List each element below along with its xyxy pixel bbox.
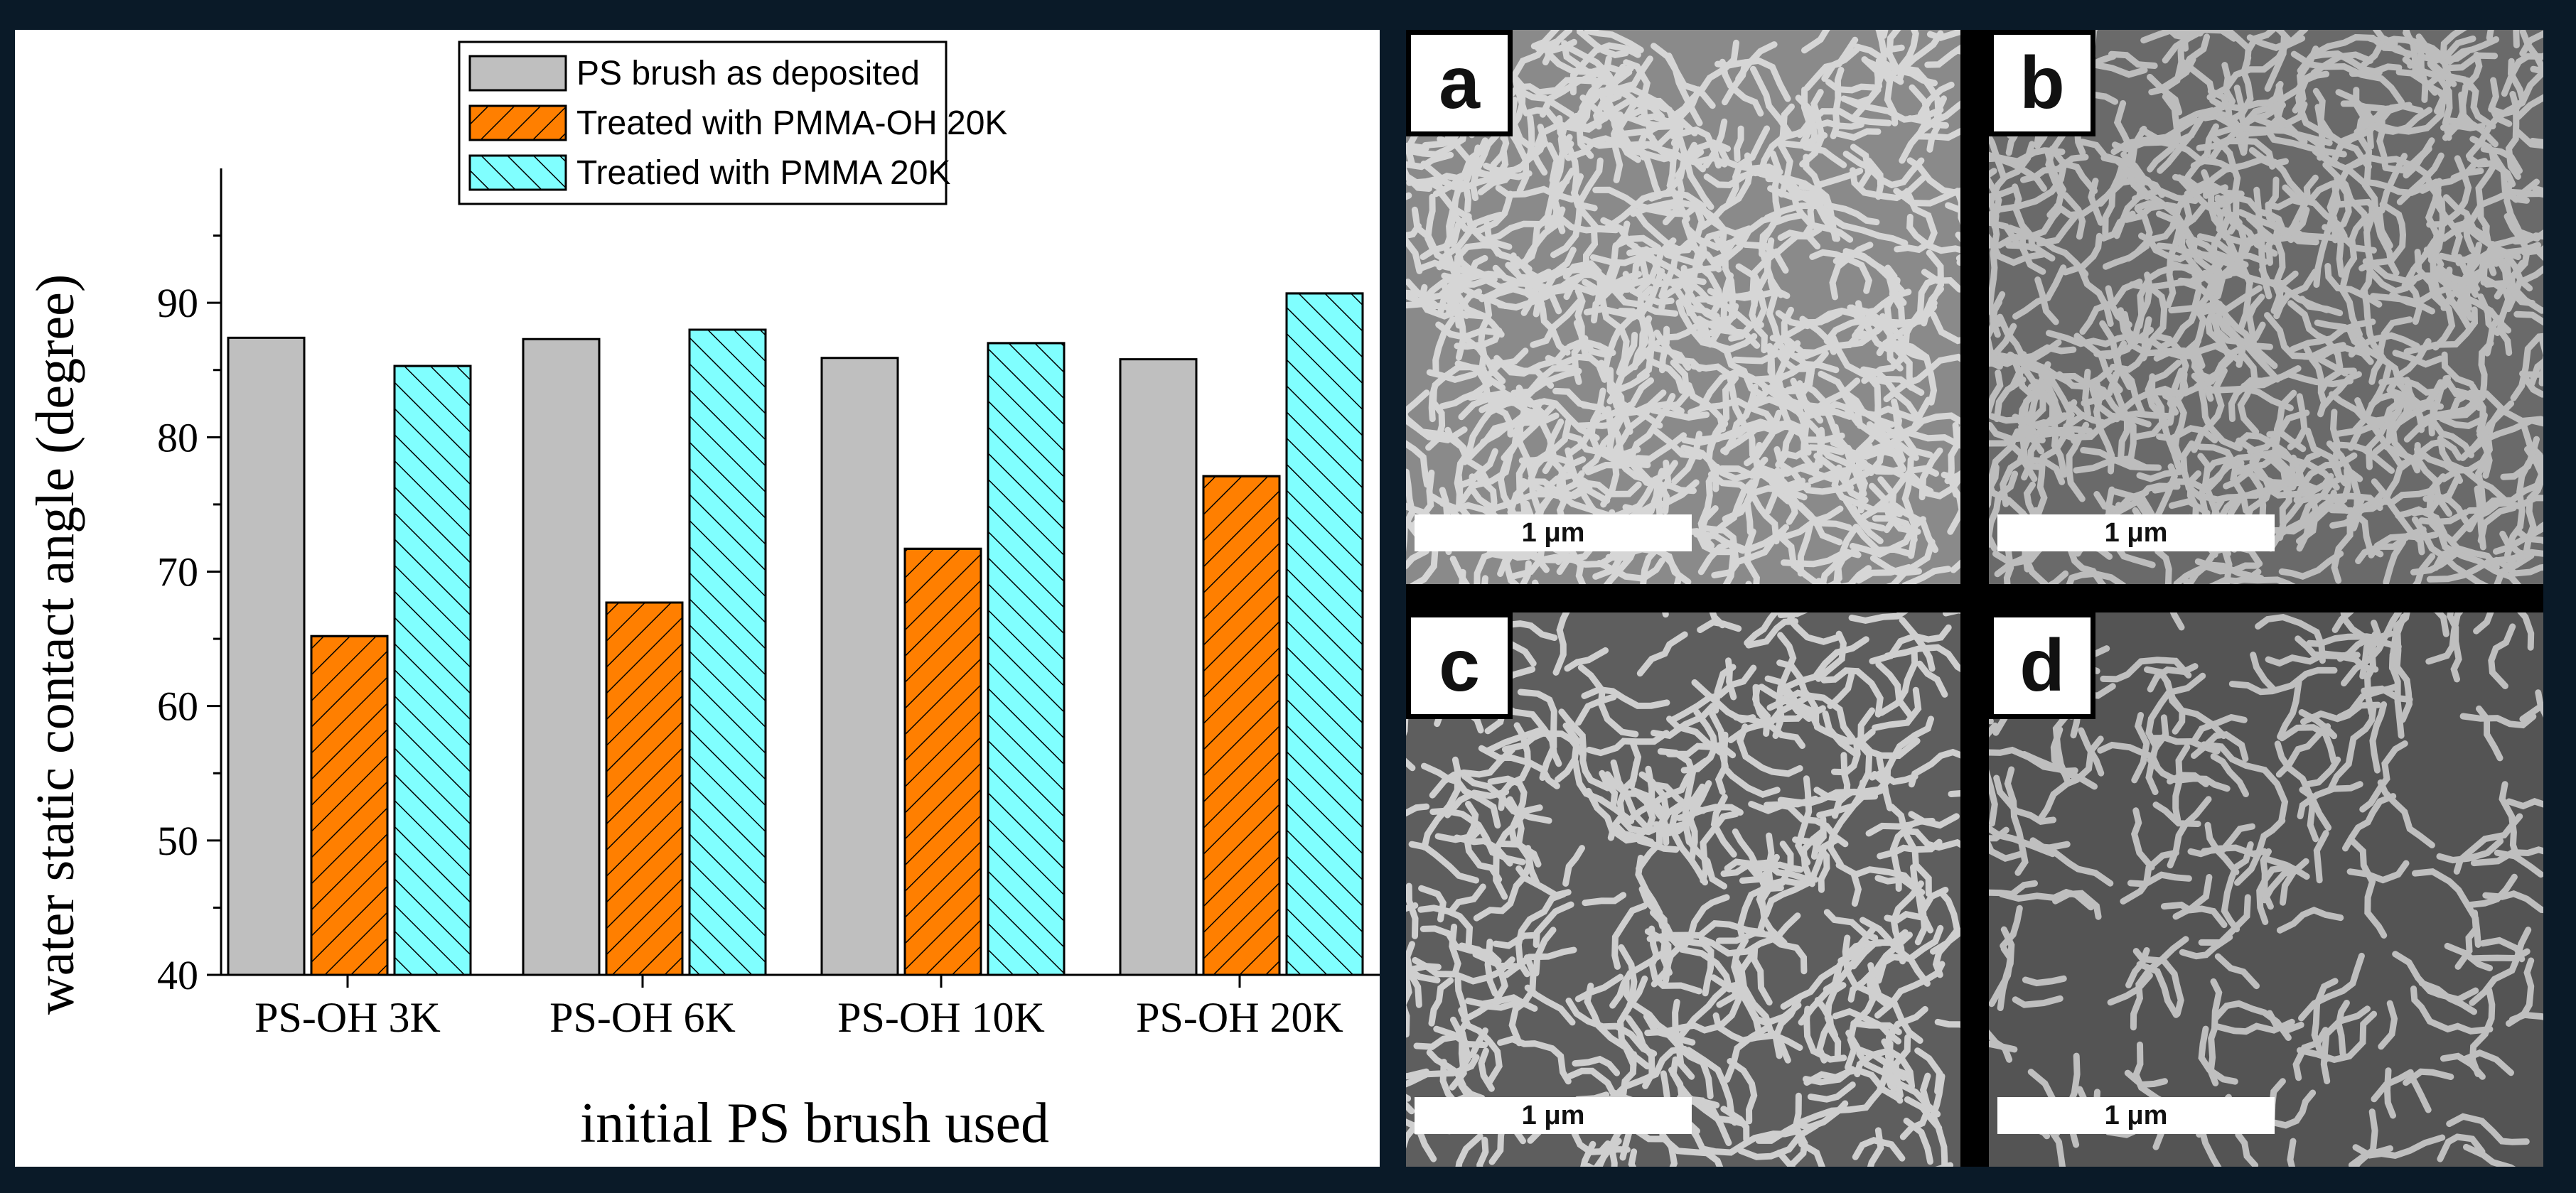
x-tick-label: PS-OH 3K: [254, 994, 441, 1041]
sem-image-a: a 1 μm: [1406, 30, 1960, 584]
chart-panel: 40 50 60 70 80 90 PS-OH 3K PS-OH 6K PS-OH 10K PS-…: [15, 30, 1380, 1167]
panel-label-b: b: [1989, 30, 2095, 136]
x-tick-label: PS-OH 20K: [1136, 994, 1343, 1041]
scale-bar-b: 1 μm: [1997, 514, 2275, 551]
y-tick-label: 70: [157, 549, 198, 595]
bar-hatch: [1285, 292, 1364, 976]
bar-1-ps-oh-3k: [227, 336, 306, 976]
bar-hatch: [1202, 475, 1281, 976]
legend-label: PS brush as deposited: [576, 55, 920, 92]
y-tick-label: 50: [157, 818, 198, 864]
bar-chart: 40 50 60 70 80 90 PS-OH 3K PS-OH 6K PS-OH 10K PS-…: [26, 41, 1380, 1155]
x-axis-label: initial PS brush used: [580, 1092, 1049, 1155]
y-tick-label: 90: [157, 280, 198, 326]
legend-swatch-hatch: [468, 154, 567, 191]
y-tick-label: 60: [157, 684, 198, 730]
scale-bar-a: 1 μm: [1415, 514, 1692, 551]
fingerprint-texture: [1406, 30, 1960, 584]
x-tick-label: PS-OH 6K: [549, 994, 736, 1041]
panel-label-d: d: [1989, 612, 2095, 719]
sem-image-d: d 1 μm: [1989, 612, 2543, 1167]
bar-hatch: [605, 601, 684, 976]
sem-image-b: b 1 μm: [1989, 30, 2543, 584]
bar-1-ps-oh-6k: [522, 338, 601, 976]
y-tick-label: 80: [157, 414, 198, 460]
scale-bar-c: 1 μm: [1415, 1097, 1692, 1134]
bar-hatch: [688, 328, 767, 976]
legend-swatch: [468, 55, 567, 92]
bar-hatch: [903, 547, 982, 976]
y-axis-label: water static contact angle (degree): [26, 274, 85, 1015]
bar-hatch: [310, 635, 389, 976]
panel-label-c: c: [1406, 612, 1513, 719]
fingerprint-texture: [1989, 30, 2543, 584]
sem-image-c: c 1 μm: [1406, 612, 1960, 1167]
bar-1-ps-oh-20k: [1119, 358, 1198, 976]
sem-image-grid: a 1 μm b 1 μm c 1 μm d 1 μm: [1406, 30, 2543, 1167]
x-tick-label: PS-OH 10K: [837, 994, 1045, 1041]
y-tick-label: 40: [157, 952, 198, 998]
fingerprint-texture: [1406, 612, 1960, 1167]
legend: PS brush as deposited Treated with PMMA-O…: [458, 41, 1007, 205]
bar-1-ps-oh-10k: [820, 357, 899, 976]
legend-swatch-hatch: [468, 104, 567, 141]
legend-label: Treated with PMMA-OH 20K: [576, 104, 1007, 142]
bar-hatch: [393, 365, 472, 976]
bar-hatch: [987, 342, 1066, 976]
scale-bar-d: 1 μm: [1997, 1097, 2275, 1134]
panel-label-a: a: [1406, 30, 1513, 136]
legend-label: Treatied with PMMA 20K: [576, 154, 950, 192]
